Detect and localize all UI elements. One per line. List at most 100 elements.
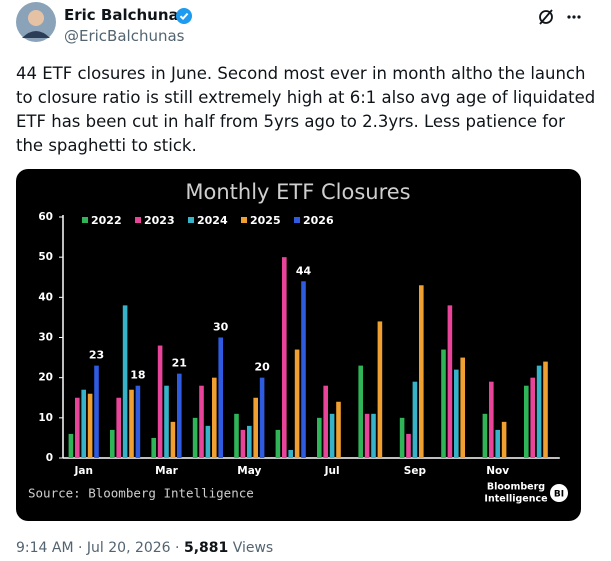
bar — [454, 369, 459, 458]
bar — [87, 393, 93, 458]
chart-image[interactable]: Monthly ETF Closures Source: Bloomberg I… — [16, 169, 581, 521]
legend-swatch — [135, 217, 141, 223]
y-tick-label: 30 — [38, 332, 53, 344]
separator: · — [78, 540, 83, 556]
y-tick-label: 40 — [38, 291, 53, 303]
date[interactable]: Jul 20, 2026 — [86, 540, 171, 556]
bar — [164, 385, 169, 458]
chart: Monthly ETF Closures Source: Bloomberg I… — [28, 180, 568, 505]
legend-label: 2024 — [197, 214, 228, 227]
bar — [489, 381, 494, 458]
bar — [282, 257, 287, 458]
bar — [129, 389, 134, 458]
bar — [317, 417, 322, 458]
bar — [81, 389, 86, 458]
bar — [501, 421, 507, 458]
bar — [441, 349, 446, 458]
view-count: 5,881 — [183, 540, 229, 556]
bar — [329, 413, 335, 458]
data-label: 44 — [296, 264, 312, 277]
bar — [240, 429, 246, 458]
author-name[interactable]: Eric Balchunas — [64, 6, 188, 24]
bar — [234, 413, 239, 458]
legend-label: 2022 — [91, 214, 122, 227]
bar — [151, 437, 156, 458]
tweet-footer: 9:14 AM · Jul 20, 2026 · 5,881 Views — [16, 540, 273, 556]
bar — [94, 365, 99, 458]
bar — [259, 377, 265, 458]
bar — [157, 345, 163, 458]
x-tick-label: Jul — [324, 465, 340, 477]
legend-swatch — [82, 217, 88, 223]
bar — [212, 377, 217, 458]
bar — [412, 381, 418, 458]
bar — [543, 361, 548, 458]
bar — [358, 365, 363, 458]
y-tick-label: 0 — [46, 452, 53, 464]
logo-text: Bloomberg — [487, 482, 545, 493]
legend-label: 2025 — [250, 214, 281, 227]
source: Source: Bloomberg Intelligence — [28, 486, 254, 501]
bar — [406, 433, 411, 458]
bar — [192, 417, 198, 458]
y-tick-label: 60 — [38, 211, 53, 223]
bar — [75, 397, 80, 458]
verified-badge — [176, 8, 192, 24]
time[interactable]: 9:14 AM — [16, 540, 74, 556]
bar — [301, 281, 306, 458]
y-tick-label: 20 — [38, 372, 53, 384]
data-label: 30 — [213, 321, 229, 334]
x-tick-label: Jan — [73, 465, 92, 477]
bar — [205, 425, 211, 458]
logo-badge: BI — [554, 490, 564, 500]
bar — [460, 357, 465, 458]
bar — [371, 413, 376, 458]
avatar[interactable] — [16, 2, 56, 42]
data-label: 21 — [172, 357, 187, 370]
bar — [247, 425, 252, 458]
bar — [399, 417, 405, 458]
bar — [170, 421, 176, 458]
legend-swatch — [188, 217, 194, 223]
bar — [377, 321, 383, 458]
bar — [110, 429, 115, 458]
bar — [116, 397, 121, 458]
y-tick-label: 50 — [38, 251, 53, 263]
author-handle[interactable]: @EricBalchunas — [64, 27, 185, 45]
x-tick-label: May — [237, 465, 261, 477]
logo-text: Intelligence — [484, 494, 547, 505]
bar — [447, 305, 453, 458]
bar — [495, 429, 500, 458]
bar — [524, 385, 529, 458]
bar — [199, 385, 204, 458]
bar — [275, 429, 281, 458]
bar — [294, 349, 300, 458]
bar — [419, 285, 424, 458]
x-tick-label: Sep — [404, 465, 427, 477]
separator: · — [175, 540, 180, 556]
data-label: 18 — [130, 369, 145, 382]
logo-badge-circle — [550, 484, 568, 502]
bar — [364, 413, 370, 458]
legend-swatch — [241, 217, 247, 223]
views-label: Views — [232, 540, 274, 556]
tweet-actions[interactable] — [536, 7, 596, 27]
legend-label: 2026 — [303, 214, 334, 227]
x-tick-label: Nov — [486, 465, 509, 477]
bar — [218, 337, 223, 458]
legend-swatch — [294, 217, 300, 223]
bar — [536, 365, 542, 458]
bar — [336, 401, 341, 458]
x-tick-label: Mar — [155, 465, 179, 477]
bar — [253, 397, 258, 458]
bar — [288, 449, 293, 458]
bar — [122, 305, 128, 458]
bar — [68, 433, 74, 458]
data-label: 20 — [254, 361, 270, 374]
data-label: 23 — [89, 349, 104, 362]
bar — [530, 377, 535, 458]
legend-label: 2023 — [144, 214, 175, 227]
chart-title: Monthly ETF Closures — [185, 180, 410, 204]
tweet-text: 44 ETF closures in June. Second most eve… — [16, 64, 596, 155]
